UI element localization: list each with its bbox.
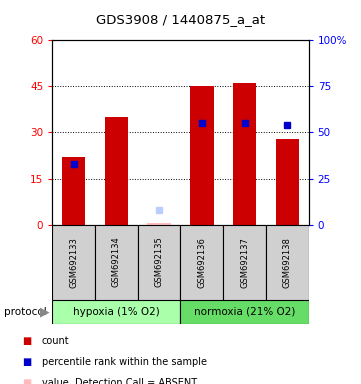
Bar [52, 225, 95, 300]
Bar [52, 300, 180, 324]
Bar [233, 83, 256, 225]
Bar [190, 86, 214, 225]
Text: count: count [42, 336, 69, 346]
Bar [223, 225, 266, 300]
Text: percentile rank within the sample: percentile rank within the sample [42, 357, 206, 367]
Bar [95, 225, 138, 300]
Bar [105, 117, 128, 225]
Bar [180, 300, 309, 324]
Text: protocol: protocol [4, 307, 46, 317]
Bar [138, 225, 180, 300]
Text: ■: ■ [22, 357, 32, 367]
Text: GSM692133: GSM692133 [69, 237, 78, 288]
Text: GSM692137: GSM692137 [240, 237, 249, 288]
Text: normoxia (21% O2): normoxia (21% O2) [194, 307, 295, 317]
Text: value, Detection Call = ABSENT: value, Detection Call = ABSENT [42, 378, 197, 384]
Bar [180, 225, 223, 300]
Bar [275, 139, 299, 225]
Text: ■: ■ [22, 336, 32, 346]
Text: hypoxia (1% O2): hypoxia (1% O2) [73, 307, 160, 317]
Text: GSM692138: GSM692138 [283, 237, 292, 288]
Text: ■: ■ [22, 378, 32, 384]
Text: GSM692136: GSM692136 [197, 237, 206, 288]
Text: ▶: ▶ [40, 306, 50, 318]
Text: GDS3908 / 1440875_a_at: GDS3908 / 1440875_a_at [96, 13, 265, 26]
Bar [266, 225, 309, 300]
Bar [147, 223, 171, 225]
Bar [62, 157, 86, 225]
Text: GSM692135: GSM692135 [155, 237, 164, 288]
Text: GSM692134: GSM692134 [112, 237, 121, 288]
